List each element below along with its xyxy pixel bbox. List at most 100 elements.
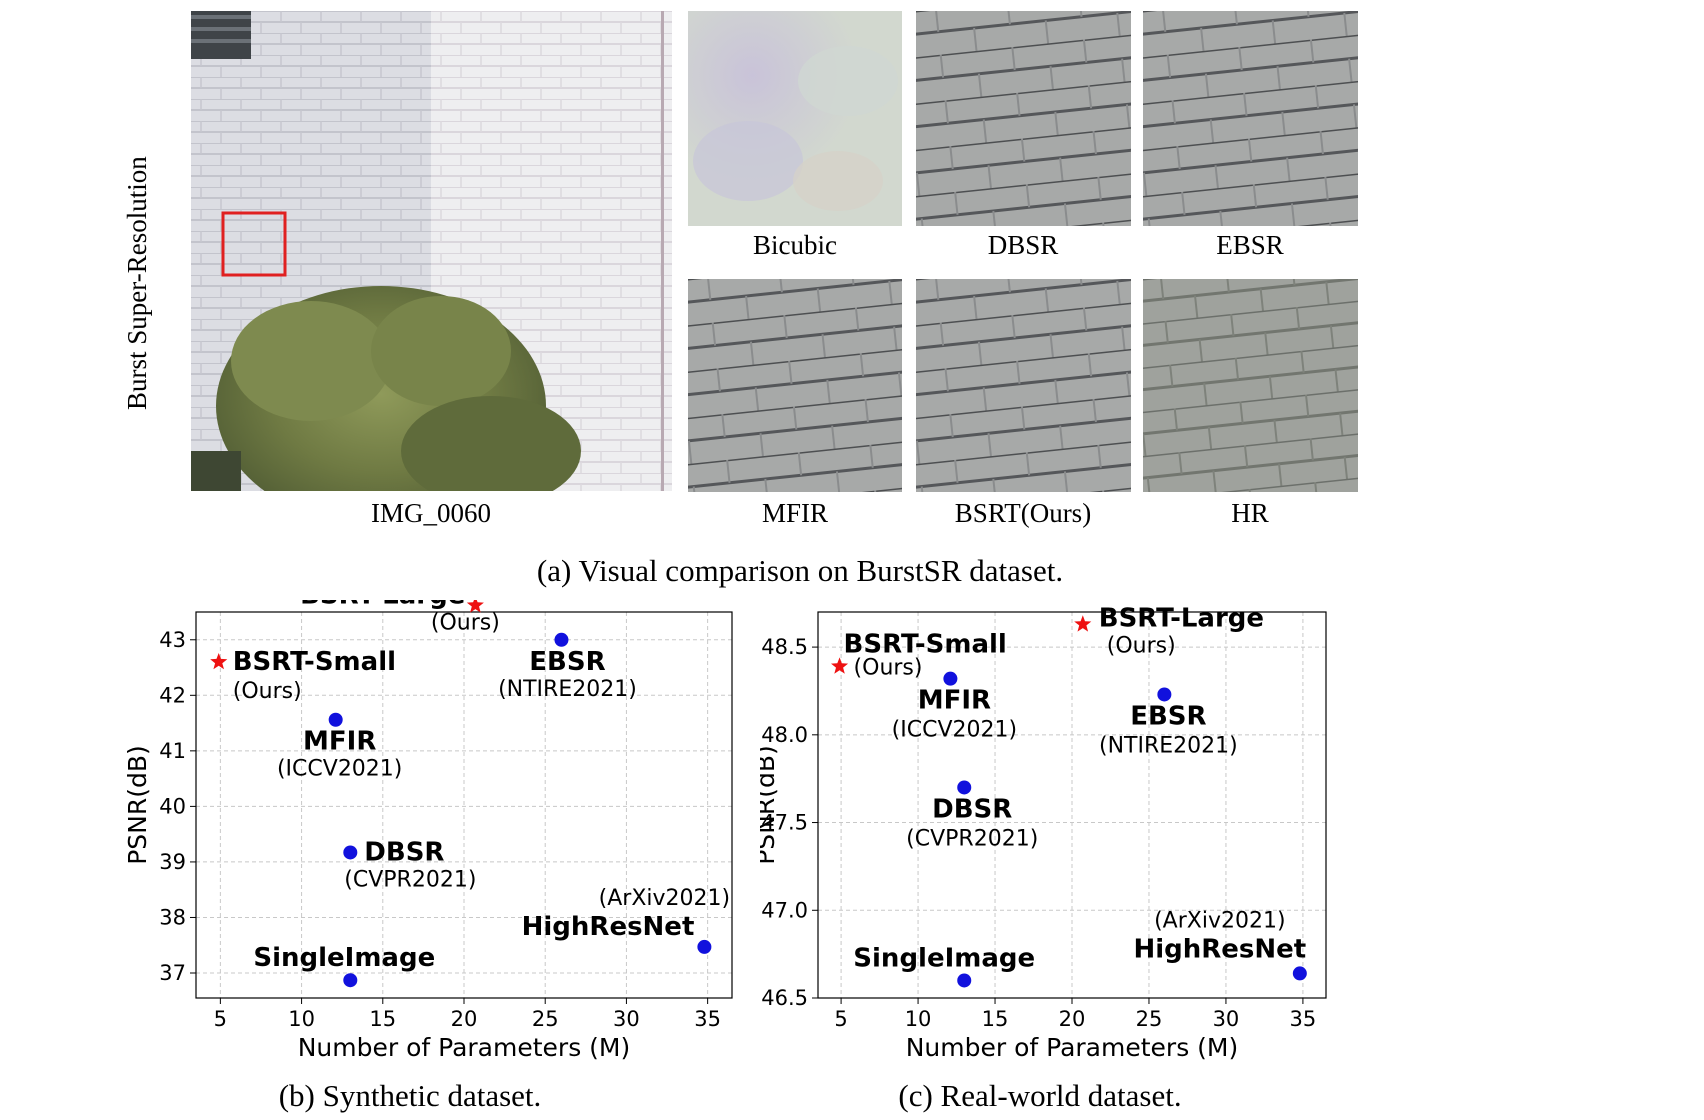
point-ebsr xyxy=(1157,687,1172,702)
crop-mfir xyxy=(688,279,902,492)
point-label-ebsr: EBSR xyxy=(1130,701,1206,731)
point-venue-bsrt-small: (Ours) xyxy=(233,679,302,704)
x-tick-label: 10 xyxy=(288,1007,315,1031)
x-tick-label: 25 xyxy=(532,1007,559,1031)
main-image xyxy=(191,11,672,491)
caption-a: (a) Visual comparison on BurstSR dataset… xyxy=(536,553,1064,588)
point-venue-bsrt-large: (Ours) xyxy=(431,610,500,635)
x-tick-label: 5 xyxy=(834,1007,847,1031)
y-tick-label: 48.0 xyxy=(761,723,808,747)
crop-mfir-graphic xyxy=(688,279,902,492)
crop-label-mfir: MFIR xyxy=(761,498,829,528)
point-mfir xyxy=(328,712,343,727)
crop-ebsr-graphic xyxy=(1143,11,1358,226)
y-tick-label: 46.5 xyxy=(761,986,808,1010)
point-venue-mfir: (ICCV2021) xyxy=(892,718,1017,743)
x-tick-label: 20 xyxy=(451,1007,478,1031)
crop-box xyxy=(221,211,287,277)
row-label: Burst Super-Resolution xyxy=(122,156,152,410)
main-image-graphic xyxy=(191,11,672,491)
caption-c: (c) Real-world dataset. xyxy=(898,1078,1182,1113)
point-venue-bsrt-large: (Ours) xyxy=(1107,633,1176,658)
point-mfir xyxy=(943,671,958,686)
point-venue-highresnet: (ArXiv2021) xyxy=(599,886,730,911)
crop-bsrt-graphic xyxy=(916,279,1131,492)
point-bsrt-small xyxy=(831,657,849,674)
crop-label-ebsr: EBSR xyxy=(1216,230,1284,260)
point-venue-highresnet: (ArXiv2021) xyxy=(1154,908,1285,933)
crop-dbsr xyxy=(916,11,1131,226)
crop-bicubic xyxy=(688,11,902,226)
plot-area: 5 10 15 20 25 30 35 46.5 47.0 47.5 48.0 48.5 Number … xyxy=(760,603,1327,1062)
x-tick-label: 35 xyxy=(694,1007,721,1031)
crop-label-hr: HR xyxy=(1231,498,1269,528)
x-axis-label: Number of Parameters (M) xyxy=(906,1033,1239,1062)
crop-label-bsrt: BSRT(Ours) xyxy=(954,498,1092,528)
crop-bsrt xyxy=(916,279,1131,492)
y-tick-label: 40 xyxy=(159,794,186,818)
point-venue-ebsr: (NTIRE2021) xyxy=(1099,733,1238,758)
point-label-bsrt-small: BSRT-Small xyxy=(233,647,396,677)
point-dbsr xyxy=(343,845,358,860)
x-tick-label: 25 xyxy=(1136,1007,1163,1031)
crop-label-dbsr: DBSR xyxy=(987,230,1059,260)
point-label-highresnet: HighResNet xyxy=(522,912,695,942)
point-singleimage xyxy=(957,973,972,988)
y-tick-label: 39 xyxy=(159,850,186,874)
y-tick-label: 42 xyxy=(159,683,186,707)
x-axis-label: Number of Parameters (M) xyxy=(298,1033,631,1062)
chart-real-world: 5 10 15 20 25 30 35 46.5 47.0 47.5 48.0 48.5 Number … xyxy=(760,603,1327,1062)
y-tick-label: 37 xyxy=(159,961,186,985)
crop-label-bicubic: Bicubic xyxy=(753,230,837,260)
x-tick-label: 20 xyxy=(1059,1007,1086,1031)
point-label-bsrt-small: BSRT-Small xyxy=(844,629,1007,659)
point-venue-mfir: (ICCV2021) xyxy=(277,757,402,782)
y-tick-label: 41 xyxy=(159,739,186,763)
x-tick-label: 10 xyxy=(905,1007,932,1031)
x-tick-label: 30 xyxy=(613,1007,640,1031)
y-tick-label: 43 xyxy=(159,628,186,652)
point-bsrt-small xyxy=(210,653,228,670)
y-tick-label: 48.5 xyxy=(761,635,808,659)
x-tick-label: 30 xyxy=(1213,1007,1240,1031)
plot-area: 5 10 15 20 25 30 35 37 38 39 40 41 42 43 Number of Par… xyxy=(123,600,733,1062)
point-venue-ebsr: (NTIRE2021) xyxy=(498,677,637,702)
crop-bicubic-graphic xyxy=(688,11,902,226)
point-label-mfir: MFIR xyxy=(303,727,376,757)
point-bsrt-large xyxy=(466,600,484,613)
point-highresnet xyxy=(1292,966,1307,981)
point-ebsr xyxy=(554,632,569,647)
point-label-singleimage: SingleImage xyxy=(853,943,1035,973)
x-tick-label: 15 xyxy=(982,1007,1009,1031)
crop-hr-graphic xyxy=(1143,279,1358,492)
x-tick-label: 35 xyxy=(1290,1007,1317,1031)
point-label-singleimage: SingleImage xyxy=(253,943,435,973)
x-tick-label: 5 xyxy=(214,1007,227,1031)
caption-b: (b) Synthetic dataset. xyxy=(278,1078,542,1113)
point-label-bsrt-large: BSRT-Large xyxy=(1099,603,1264,633)
point-dbsr xyxy=(957,780,972,795)
crop-dbsr-graphic xyxy=(916,11,1131,226)
point-bsrt-large xyxy=(1074,615,1092,632)
chart-synthetic: 5 10 15 20 25 30 35 37 38 39 40 41 42 43 Number of Par… xyxy=(123,600,733,1062)
y-axis-label: PSNR(dB) xyxy=(760,745,780,865)
point-label-mfir: MFIR xyxy=(918,686,991,716)
point-label-highresnet: HighResNet xyxy=(1133,934,1306,964)
crop-hr xyxy=(1143,279,1358,492)
point-venue-dbsr: (CVPR2021) xyxy=(906,826,1038,851)
point-venue-dbsr: (CVPR2021) xyxy=(344,867,476,892)
point-label-dbsr: DBSR xyxy=(932,794,1012,824)
y-tick-label: 47.0 xyxy=(761,898,808,922)
x-tick-label: 15 xyxy=(369,1007,396,1031)
y-axis-label: PSNR(dB) xyxy=(123,745,152,865)
point-highresnet xyxy=(697,939,712,954)
point-venue-bsrt-small: (Ours) xyxy=(854,655,923,680)
main-image-label: IMG_0060 xyxy=(371,498,491,528)
crop-ebsr xyxy=(1143,11,1358,226)
y-tick-label: 47.5 xyxy=(761,811,808,835)
y-tick-label: 38 xyxy=(159,905,186,929)
point-singleimage xyxy=(343,973,358,988)
point-label-dbsr: DBSR xyxy=(364,837,444,867)
point-label-bsrt-large: BSRT-Large xyxy=(300,600,465,610)
point-label-ebsr: EBSR xyxy=(529,647,605,677)
